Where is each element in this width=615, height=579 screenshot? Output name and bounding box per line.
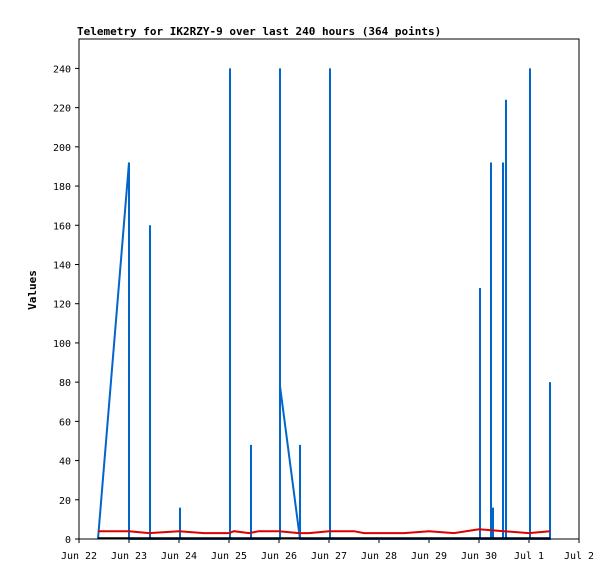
x-tick-label: Jun 25: [211, 551, 247, 562]
y-tick-label: 100: [53, 339, 71, 350]
y-tick-label: 220: [53, 104, 71, 115]
y-tick-label: 160: [53, 221, 71, 232]
x-tick-label: Jun 27: [311, 551, 347, 562]
y-tick-label: 20: [59, 496, 71, 507]
x-tick-label: Jul 1: [514, 551, 544, 562]
y-tick-label: 240: [53, 64, 71, 75]
x-axis: Jun 22 Jun 23 Jun 24 Jun 25 Jun 26 Jun 27 Jun …: [61, 539, 594, 562]
x-tick-label: Jun 23: [111, 551, 147, 562]
y-axis-label: Values: [26, 270, 39, 310]
x-tick-label: Jul 2: [564, 551, 594, 562]
y-tick-label: 180: [53, 182, 71, 193]
x-tick-label: Jun 29: [411, 551, 447, 562]
y-tick-label: 80: [59, 378, 71, 389]
plot-frame: [78, 38, 580, 540]
chart-title: Telemetry for IK2RZY-9 over last 240 hou…: [77, 25, 441, 38]
x-tick-label: Jun 22: [61, 551, 97, 562]
y-tick-label: 140: [53, 260, 71, 271]
y-tick-label: 0: [65, 535, 71, 546]
x-tick-label: Jun 26: [261, 551, 297, 562]
plot-series: [97, 68, 551, 540]
y-tick-label: 200: [53, 143, 71, 154]
x-tick-label: Jun 24: [161, 551, 197, 562]
y-tick-label: 40: [59, 457, 71, 468]
series-line-0: [97, 68, 551, 540]
x-tick-label: Jun 28: [361, 551, 397, 562]
y-tick-label: 120: [53, 300, 71, 311]
y-tick-label: 60: [59, 417, 71, 428]
y-axis: 0 20 40 60 80 100 120 140 160 180 200 220 240: [53, 64, 79, 546]
x-tick-label: Jun 30: [461, 551, 497, 562]
series-line-1: [98, 528, 551, 535]
